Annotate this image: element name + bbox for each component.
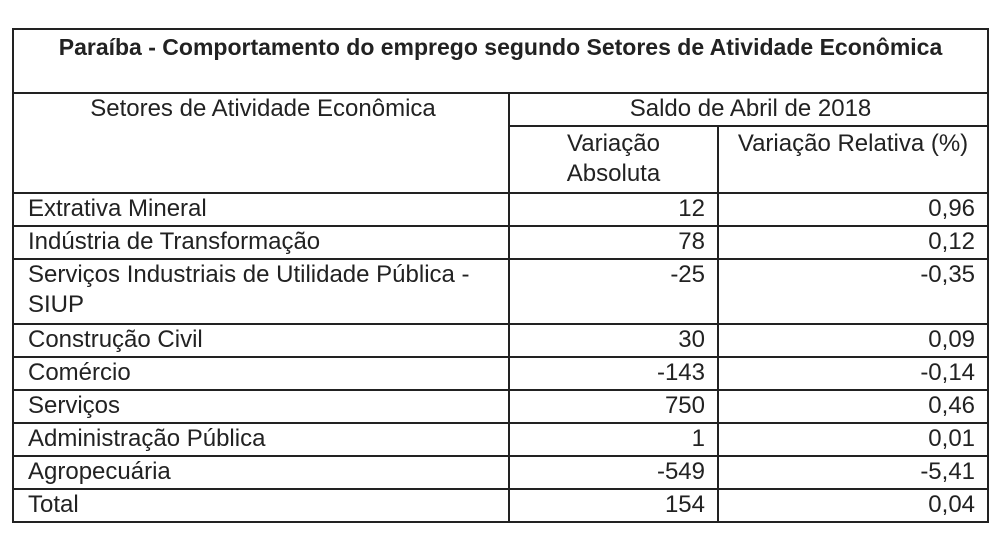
table-title: Paraíba - Comportamento do emprego segun… [11,28,990,94]
cell-absolute: 78 [508,225,719,260]
cell-sector: Comércio [12,356,510,391]
table-row: Indústria de Transformação 78 0,12 [12,225,990,260]
header-absolute: Variação Absoluta [508,125,719,194]
cell-relative: -0,35 [716,258,990,325]
cell-relative: 0,12 [716,225,990,260]
cell-sector: Serviços [12,389,510,424]
cell-relative: -0,14 [716,356,990,391]
cell-sector: Total [12,488,510,523]
cell-sector: Extrativa Mineral [12,192,510,227]
cell-sector: Indústria de Transformação [12,225,510,260]
header-sector: Setores de Atividade Econômica [12,92,510,194]
table-row: Total 154 0,04 [12,488,990,523]
table-row: Administração Pública 1 0,01 [12,422,990,457]
cell-absolute: -25 [508,258,719,325]
cell-absolute: 12 [508,192,719,227]
table-row: Comércio -143 -0,14 [12,356,990,391]
cell-sector: Agropecuária [12,455,510,490]
cell-relative: 0,04 [716,488,990,523]
cell-sector: Construção Civil [12,323,510,358]
cell-relative: 0,46 [716,389,990,424]
cell-absolute: 750 [508,389,719,424]
table-row: Serviços 750 0,46 [12,389,990,424]
cell-relative: 0,96 [716,192,990,227]
cell-relative: 0,01 [716,422,990,457]
header-group: Saldo de Abril de 2018 [507,92,990,127]
table-row: Serviços Industriais de Utilidade Públic… [12,258,990,325]
cell-sector: Serviços Industriais de Utilidade Públic… [12,258,510,325]
header-relative: Variação Relativa (%) [716,125,990,194]
cell-absolute: 154 [508,488,719,523]
cell-sector: Administração Pública [12,422,510,457]
cell-relative: -5,41 [716,455,990,490]
table-row: Extrativa Mineral 12 0,96 [12,192,990,227]
cell-absolute: -143 [508,356,719,391]
table-row: Agropecuária -549 -5,41 [12,455,990,490]
cell-absolute: 30 [508,323,719,358]
cell-relative: 0,09 [716,323,990,358]
employment-table: Paraíba - Comportamento do emprego segun… [11,28,990,523]
table-row: Construção Civil 30 0,09 [12,323,990,358]
cell-absolute: -549 [508,455,719,490]
cell-absolute: 1 [508,422,719,457]
